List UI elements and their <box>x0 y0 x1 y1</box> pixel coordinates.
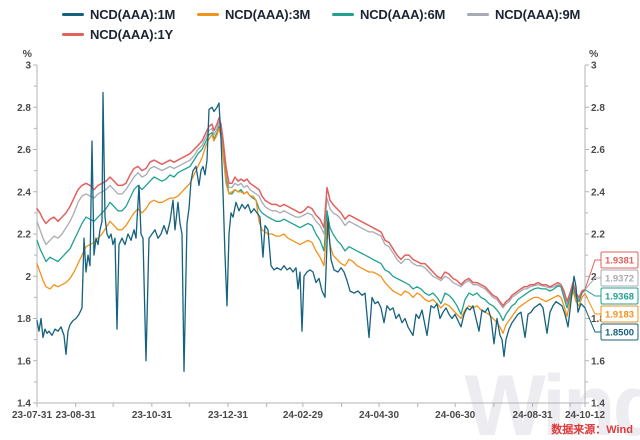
y-axis-label-left: 1.4 <box>17 399 31 410</box>
series-line-ncd-aaa-6m <box>36 125 586 322</box>
end-label-box-ncd-aaa-1m <box>600 323 639 341</box>
x-axis-label: 24-02-29 <box>283 410 323 421</box>
y-axis-label-left: 1.8 <box>17 314 31 325</box>
y-axis-label-right: 2.4 <box>591 187 605 198</box>
end-label-leader-ncd-aaa-3m <box>584 293 601 315</box>
y-axis-label-right: 1.4 <box>591 399 605 410</box>
x-axis-label: 23-12-31 <box>208 410 248 421</box>
end-label-leader-ncd-aaa-1m <box>584 307 601 333</box>
legend-item-ncd-3m[interactable]: NCD(AAA):3M <box>197 5 320 24</box>
legend-item-ncd-6m[interactable]: NCD(AAA):6M <box>332 5 455 24</box>
legend-label-9m: NCD(AAA):9M <box>495 7 581 22</box>
legend-label-1y: NCD(AAA):1Y <box>90 27 174 42</box>
y-axis-label-right: 1.6 <box>591 356 605 367</box>
end-label-value-ncd-aaa-9m: 1.9372 <box>605 274 634 285</box>
y-axis-label-right: 1.8 <box>591 314 605 325</box>
legend-swatch-1m-icon <box>62 13 84 16</box>
legend-swatch-1y-icon <box>62 33 84 36</box>
series-line-ncd-aaa-1y <box>36 117 586 307</box>
legend-label-1m: NCD(AAA):1M <box>90 7 176 22</box>
x-axis-label: 24-08-31 <box>513 410 553 421</box>
end-label-box-ncd-aaa-3m <box>600 305 639 323</box>
data-source-note: 数据来源：Wind <box>551 424 633 436</box>
y-axis-label-right: 3 <box>591 61 597 72</box>
y-unit-left: % <box>23 48 33 60</box>
legend-item-ncd-1y[interactable]: NCD(AAA):1Y <box>62 25 185 44</box>
end-label-leader-ncd-aaa-1y <box>584 259 601 290</box>
series-line-ncd-aaa-1m <box>36 91 586 372</box>
y-axis-label-left: 2.8 <box>17 103 31 114</box>
x-axis-label: 23-10-31 <box>132 410 172 421</box>
x-axis-label: 24-06-30 <box>435 410 475 421</box>
y-axis-label-left: 2.2 <box>17 230 31 241</box>
x-axis-label: 24-10-12 <box>565 410 605 421</box>
y-axis-label-right: 2 <box>591 272 597 283</box>
y-axis-label-right: 2.2 <box>591 230 605 241</box>
y-axis-label-left: 2 <box>25 272 31 283</box>
legend-swatch-6m-icon <box>332 13 354 16</box>
wind-watermark: Wind <box>464 358 640 440</box>
end-label-box-ncd-aaa-9m <box>600 269 639 287</box>
y-unit-right: % <box>589 48 599 60</box>
y-axis-label-left: 2.6 <box>17 145 31 156</box>
end-label-value-ncd-aaa-1y: 1.9381 <box>605 256 635 267</box>
x-axis-label: 24-04-30 <box>359 410 399 421</box>
x-axis-label: 23-07-31 <box>12 410 52 421</box>
legend-swatch-3m-icon <box>197 13 219 16</box>
y-axis-label-right: 2.6 <box>591 145 605 156</box>
x-axis-label: 23-08-31 <box>56 410 96 421</box>
legend-item-ncd-9m[interactable]: NCD(AAA):9M <box>467 5 590 24</box>
end-label-value-ncd-aaa-1m: 1.8500 <box>605 328 634 339</box>
y-axis-label-right: 2.8 <box>591 103 605 114</box>
legend-label-3m: NCD(AAA):3M <box>225 7 311 22</box>
y-axis-label-left: 2.4 <box>17 187 31 198</box>
end-label-value-ncd-aaa-6m: 1.9368 <box>605 292 634 303</box>
series-line-ncd-aaa-9m <box>36 121 586 309</box>
legend: NCD(AAA):1M NCD(AAA):3M NCD(AAA):6M NCD(… <box>62 5 607 44</box>
end-label-leader-ncd-aaa-6m <box>584 289 601 297</box>
y-axis-label-left: 3 <box>25 61 31 72</box>
end-label-box-ncd-aaa-6m <box>600 287 639 305</box>
end-label-box-ncd-aaa-1y <box>600 251 639 269</box>
end-label-value-ncd-aaa-3m: 1.9183 <box>605 310 634 321</box>
legend-item-ncd-1m[interactable]: NCD(AAA):1M <box>62 5 185 24</box>
legend-swatch-9m-icon <box>467 13 489 16</box>
legend-label-6m: NCD(AAA):6M <box>360 7 446 22</box>
series-line-ncd-aaa-3m <box>36 127 586 334</box>
end-label-leader-ncd-aaa-9m <box>584 277 601 290</box>
y-axis-label-left: 1.6 <box>17 356 31 367</box>
